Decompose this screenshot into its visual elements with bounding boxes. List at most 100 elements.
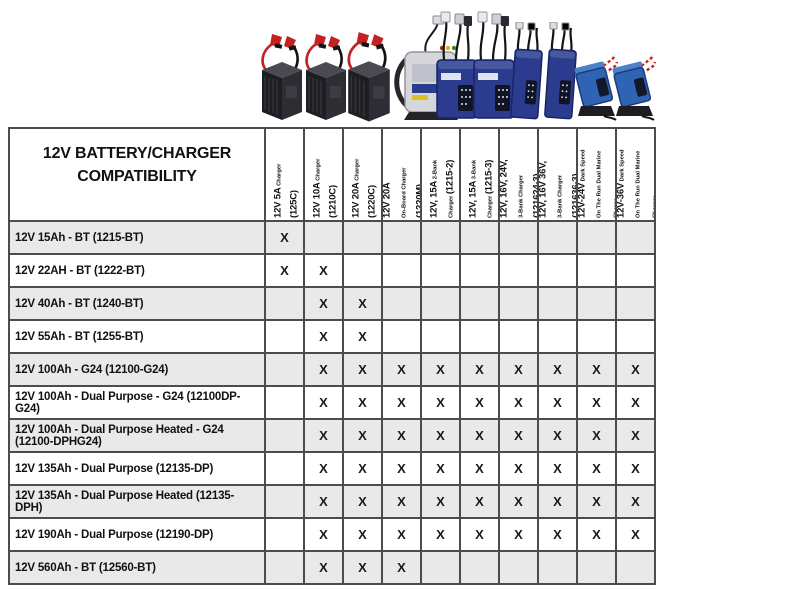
compatibility-x-mark: X (576, 484, 617, 519)
column-header-12v-36v-dark-speed-dual-marine-charger: 12V-36V Dark Speed On The Run Dual Marine… (615, 127, 656, 222)
rotated-header-text: 12V, 15A 2-Bank Charger (1215-2) (428, 159, 456, 218)
compatibility-empty-cell (498, 319, 539, 354)
compatibility-x-mark: X (615, 418, 656, 453)
compatibility-x-mark: X (303, 517, 344, 552)
header-row: 12V BATTERY/CHARGER COMPATIBILITY 12V 5A… (8, 127, 656, 222)
compatibility-empty-cell (264, 352, 305, 387)
compatibility-empty-cell (576, 286, 617, 321)
rotated-header-text: 12V 10A Charger (1210C) (311, 158, 339, 218)
121636-3-charger-photo (542, 22, 580, 122)
rotated-header-text: 12V 20A On-Board Charger (1220M) (382, 166, 421, 218)
compatibility-empty-cell (264, 517, 305, 552)
compatibility-empty-cell (264, 550, 305, 585)
compatibility-empty-cell (576, 319, 617, 354)
compatibility-empty-cell (381, 220, 422, 255)
compatibility-empty-cell (615, 220, 656, 255)
compatibility-x-mark: X (381, 352, 422, 387)
battery-label: 12V 22AH - BT (1222-BT) (8, 253, 266, 288)
compatibility-x-mark: X (381, 550, 422, 585)
compatibility-x-mark: X (342, 286, 383, 321)
compatibility-x-mark: X (459, 451, 500, 486)
product-photos-strip (0, 0, 792, 127)
battery-label: 12V 100Ah - Dual Purpose - G24 (12100DP-… (8, 385, 266, 420)
compatibility-x-mark: X (420, 517, 461, 552)
battery-label: 12V 135Ah - Dual Purpose Heated (12135-D… (8, 484, 266, 519)
compatibility-x-mark: X (342, 451, 383, 486)
12v-15a-3bank-charger-photo (471, 10, 517, 122)
compatibility-x-mark: X (303, 451, 344, 486)
compatibility-x-mark: X (576, 385, 617, 420)
compatibility-empty-cell (459, 253, 500, 288)
column-header-12v-15a-3bank-charger-1215-3: 12V, 15A 3-Bank Charger (1215-3) (459, 127, 500, 222)
compatibility-x-mark: X (498, 418, 539, 453)
column-header-12v-16v-36v-3bank-charger-121636-3: 12V, 16V 36V, 3-Bank Charger (121636-3) (537, 127, 578, 222)
compatibility-x-mark: X (498, 385, 539, 420)
compatibility-x-mark: X (537, 385, 578, 420)
compatibility-x-mark: X (459, 484, 500, 519)
compatibility-empty-cell (615, 550, 656, 585)
compatibility-empty-cell (537, 319, 578, 354)
battery-label: 12V 100Ah - G24 (12100-G24) (8, 352, 266, 387)
compatibility-empty-cell (264, 286, 305, 321)
compatibility-x-mark: X (342, 550, 383, 585)
compatibility-empty-cell (342, 220, 383, 255)
compatibility-x-mark: X (615, 484, 656, 519)
rotated-header-text: 12V 5A Charger (125C) (272, 163, 300, 218)
compatibility-empty-cell (381, 319, 422, 354)
table-row: 12V 190Ah - Dual Purpose (12190-DP) X X X X X… (8, 517, 656, 552)
table-row: 12V 15Ah - BT (1215-BT) X (8, 220, 656, 255)
compatibility-empty-cell (459, 220, 500, 255)
compatibility-empty-cell (459, 550, 500, 585)
compatibility-empty-cell (615, 286, 656, 321)
compatibility-empty-cell (537, 550, 578, 585)
121624-3-charger-photo (508, 22, 546, 122)
compatibility-x-mark: X (303, 286, 344, 321)
compatibility-empty-cell (264, 484, 305, 519)
compatibility-empty-cell (420, 253, 461, 288)
compatibility-x-mark: X (342, 319, 383, 354)
battery-label: 12V 40Ah - BT (1240-BT) (8, 286, 266, 321)
compatibility-empty-cell (576, 253, 617, 288)
compatibility-empty-cell (576, 220, 617, 255)
table-row: 12V 22AH - BT (1222-BT) X X (8, 253, 656, 288)
compatibility-x-mark: X (420, 385, 461, 420)
column-header-12v-16v-24v-3bank-charger-121624-3: 12V, 16V, 24V, 3-Bank Charger (121624-3) (498, 127, 539, 222)
compatibility-x-mark: X (537, 484, 578, 519)
compatibility-table: 12V BATTERY/CHARGER COMPATIBILITY 12V 5A… (8, 127, 656, 585)
compatibility-x-mark: X (576, 418, 617, 453)
compatibility-x-mark: X (615, 352, 656, 387)
compatibility-empty-cell (498, 550, 539, 585)
compatibility-x-mark: X (615, 451, 656, 486)
compatibility-x-mark: X (381, 517, 422, 552)
column-header-12v-5a-charger-125c: 12V 5A Charger (125C) (264, 127, 305, 222)
compatibility-empty-cell (264, 418, 305, 453)
battery-label: 12V 100Ah - Dual Purpose Heated - G24 (1… (8, 418, 266, 453)
rotated-header-text: 12V 20A Charger (1220C) (350, 158, 378, 218)
compatibility-empty-cell (381, 253, 422, 288)
compatibility-empty-cell (537, 286, 578, 321)
compatibility-x-mark: X (303, 253, 344, 288)
rotated-header-text: 12V-24V Dark Speed On The Run Dual Marine… (577, 148, 616, 218)
compatibility-x-mark: X (303, 418, 344, 453)
compatibility-x-mark: X (537, 517, 578, 552)
compatibility-x-mark: X (342, 484, 383, 519)
column-header-12v-20a-charger-1220c: 12V 20A Charger (1220C) (342, 127, 383, 222)
compatibility-empty-cell (420, 286, 461, 321)
compatibility-x-mark: X (381, 484, 422, 519)
compatibility-x-mark: X (420, 484, 461, 519)
battery-label: 12V 55Ah - BT (1255-BT) (8, 319, 266, 354)
compatibility-x-mark: X (381, 385, 422, 420)
battery-label: 12V 190Ah - Dual Purpose (12190-DP) (8, 517, 266, 552)
compatibility-x-mark: X (537, 352, 578, 387)
compatibility-x-mark: X (342, 517, 383, 552)
battery-label: 12V 135Ah - Dual Purpose (12135-DP) (8, 451, 266, 486)
column-header-12v-10a-charger-1210c: 12V 10A Charger (1210C) (303, 127, 344, 222)
compatibility-x-mark: X (537, 451, 578, 486)
compatibility-empty-cell (420, 220, 461, 255)
compatibility-x-mark: X (498, 451, 539, 486)
12v-10a-charger-photo (300, 30, 352, 122)
compatibility-x-mark: X (303, 550, 344, 585)
compatibility-x-mark: X (537, 418, 578, 453)
compatibility-x-mark: X (303, 352, 344, 387)
